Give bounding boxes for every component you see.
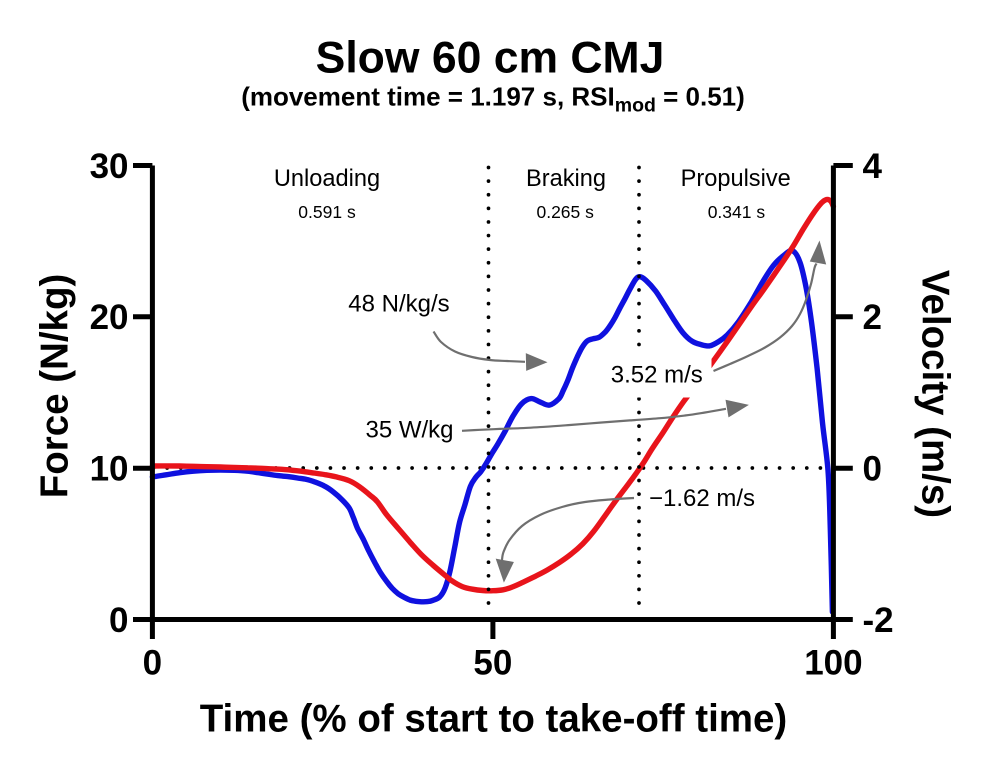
svg-text:30: 30 xyxy=(90,147,129,186)
svg-text:Force (N/kg): Force (N/kg) xyxy=(34,274,77,499)
svg-text:Propulsive: Propulsive xyxy=(681,166,791,192)
svg-text:0.591 s: 0.591 s xyxy=(298,202,356,222)
svg-text:Braking: Braking xyxy=(526,166,606,192)
svg-text:0.341 s: 0.341 s xyxy=(708,202,766,222)
svg-text:0: 0 xyxy=(863,450,882,489)
svg-text:35 W/kg: 35 W/kg xyxy=(365,417,453,444)
svg-text:48 N/kg/s: 48 N/kg/s xyxy=(348,291,449,318)
svg-text:-2: -2 xyxy=(863,601,894,640)
svg-text:Unloading: Unloading xyxy=(274,166,380,192)
svg-text:4: 4 xyxy=(863,147,883,186)
svg-text:(movement time = 1.197 s, RSIm: (movement time = 1.197 s, RSImod = 0.51) xyxy=(241,82,745,117)
svg-text:0: 0 xyxy=(143,644,162,683)
svg-text:Slow 60 cm CMJ: Slow 60 cm CMJ xyxy=(316,34,665,83)
svg-text:−1.62 m/s: −1.62 m/s xyxy=(649,485,755,512)
svg-text:3.52 m/s: 3.52 m/s xyxy=(611,362,703,389)
svg-text:Time (% of start to take-off t: Time (% of start to take-off time) xyxy=(200,698,788,741)
svg-text:50: 50 xyxy=(473,644,512,683)
svg-text:10: 10 xyxy=(90,450,129,489)
svg-text:100: 100 xyxy=(804,644,862,683)
svg-text:0: 0 xyxy=(109,601,128,640)
svg-text:Velocity (m/s): Velocity (m/s) xyxy=(914,270,957,518)
svg-text:20: 20 xyxy=(90,298,129,337)
svg-text:0.265 s: 0.265 s xyxy=(536,202,594,222)
svg-text:2: 2 xyxy=(863,298,882,337)
